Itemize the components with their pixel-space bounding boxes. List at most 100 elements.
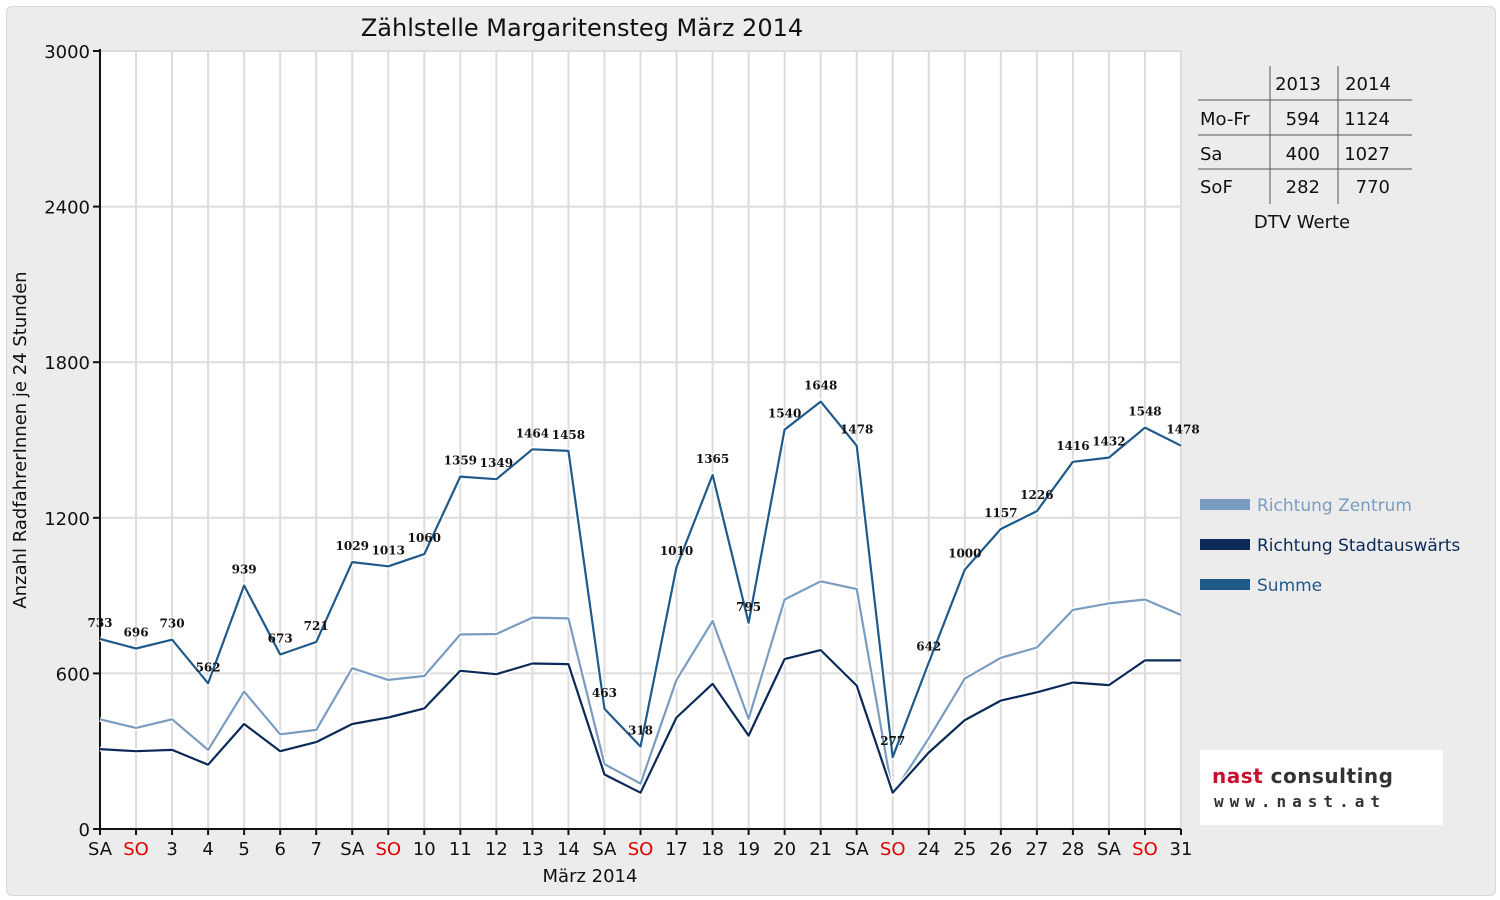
data-label: 1013 — [372, 543, 405, 557]
legend: Richtung Zentrum Richtung Stadtauswärts Su… — [1200, 496, 1460, 596]
data-label: 463 — [592, 686, 617, 700]
x-tick-label: 10 — [413, 839, 436, 860]
x-tick-label: 18 — [701, 839, 724, 860]
data-label: 696 — [124, 626, 149, 640]
x-tick-label: SA — [592, 839, 617, 860]
y-tick-label: 0 — [79, 820, 90, 841]
x-tick-label: SO — [375, 839, 401, 860]
dtv-table: 2013 2014 Mo-Fr 594 1124 Sa 400 1027 SoF… — [1198, 66, 1412, 233]
data-label: 1648 — [804, 379, 837, 393]
table-row-label: Mo-Fr — [1200, 109, 1250, 130]
series-line-richtung-stadtausw-rts — [99, 648, 1181, 794]
data-label: 1226 — [1020, 488, 1053, 502]
series-lines — [99, 399, 1183, 797]
table-header-2014: 2014 — [1345, 74, 1391, 95]
grid — [100, 50, 1182, 829]
data-label: 1464 — [516, 426, 549, 440]
x-tick-label: SA — [88, 839, 113, 860]
data-label: 1548 — [1128, 405, 1161, 419]
x-tick-label: SO — [628, 839, 654, 860]
x-tick-label: 12 — [485, 839, 508, 860]
x-tick-label: 14 — [557, 839, 580, 860]
data-label: 733 — [87, 616, 112, 630]
x-tick-label: SO — [1132, 839, 1158, 860]
table-cell: 594 — [1286, 109, 1320, 130]
y-tick-label: 3000 — [44, 42, 90, 63]
x-tick-label: 20 — [773, 839, 796, 860]
logo: nast consulting www.nast.at — [1200, 750, 1443, 825]
data-label: 1458 — [552, 428, 585, 442]
data-label: 562 — [196, 660, 221, 674]
data-label: 1432 — [1092, 435, 1125, 449]
x-tick-label: 5 — [238, 839, 249, 860]
table-cell: 1027 — [1344, 144, 1390, 165]
data-label: 1000 — [948, 547, 981, 561]
x-tick-label: 28 — [1061, 839, 1084, 860]
data-label: 1029 — [336, 539, 369, 553]
axes: 0 600 1200 1800 2400 3000 SA SO 3 4 5 6 7 SA SO 10 11 12 1… — [44, 42, 1192, 860]
y-tick-label: 1200 — [44, 509, 90, 530]
y-axis-title: Anzahl RadfahrerInnen je 24 Stunden — [10, 271, 31, 608]
data-label: 1349 — [480, 456, 513, 470]
table-cell: 282 — [1286, 177, 1320, 198]
data-label: 1416 — [1056, 439, 1089, 453]
x-tick-label: 11 — [449, 839, 472, 860]
chart-title: Zählstelle Margaritensteg März 2014 — [361, 14, 803, 42]
logo-brand-part2: consulting — [1270, 764, 1394, 788]
data-label: 1478 — [1166, 423, 1199, 437]
x-tick-label: 31 — [1170, 839, 1193, 860]
x-tick-label: 6 — [274, 839, 285, 860]
table-cell: 1124 — [1344, 109, 1390, 130]
x-tick-label: 26 — [989, 839, 1012, 860]
data-label: 939 — [232, 562, 257, 576]
data-label: 1157 — [984, 506, 1017, 520]
data-label: 1365 — [696, 452, 729, 466]
table-row-label: Sa — [1200, 144, 1222, 165]
legend-swatch — [1200, 579, 1250, 590]
data-label: 1478 — [840, 423, 873, 437]
y-tick-label: 1800 — [44, 353, 90, 374]
x-tick-label: SA — [1097, 839, 1122, 860]
x-tick-label: SO — [123, 839, 149, 860]
x-tick-label: SA — [340, 839, 365, 860]
legend-label: Richtung Stadtauswärts — [1257, 536, 1460, 556]
data-label: 730 — [160, 617, 185, 631]
y-tick-label: 600 — [56, 664, 90, 685]
x-tick-label: 17 — [665, 839, 688, 860]
data-label: 673 — [268, 631, 293, 645]
series-line-richtung-zentrum — [99, 580, 1182, 796]
series-line-summe — [99, 400, 1182, 759]
table-header-2013: 2013 — [1275, 74, 1321, 95]
logo-url: www.nast.at — [1214, 792, 1386, 811]
data-label: 1540 — [768, 407, 801, 421]
x-tick-label: 19 — [737, 839, 760, 860]
logo-brand-part1: nast — [1212, 764, 1264, 788]
data-label: 1010 — [660, 544, 693, 558]
data-label: 318 — [628, 724, 653, 738]
x-tick-label: 13 — [521, 839, 544, 860]
x-tick-label: 27 — [1025, 839, 1048, 860]
legend-swatch — [1200, 539, 1250, 550]
data-label: 721 — [304, 619, 329, 633]
x-tick-label: SO — [880, 839, 906, 860]
x-tick-label: 3 — [166, 839, 177, 860]
legend-label: Summe — [1257, 576, 1322, 596]
logo-brand: nast consulting — [1212, 764, 1393, 788]
table-cell: 770 — [1356, 177, 1390, 198]
x-tick-label: 25 — [953, 839, 976, 860]
table-row-label: SoF — [1200, 177, 1233, 198]
x-tick-label: 24 — [917, 839, 940, 860]
data-label: 1060 — [408, 531, 441, 545]
x-axis-title: März 2014 — [543, 866, 638, 887]
data-label: 642 — [916, 640, 941, 654]
x-tick-label: 21 — [809, 839, 832, 860]
x-tick-label: SA — [845, 839, 870, 860]
data-label: 277 — [880, 734, 905, 748]
x-tick-label: 7 — [310, 839, 321, 860]
legend-label: Richtung Zentrum — [1257, 496, 1412, 516]
legend-swatch — [1200, 499, 1250, 510]
data-label: 795 — [736, 600, 761, 614]
table-cell: 400 — [1286, 144, 1320, 165]
